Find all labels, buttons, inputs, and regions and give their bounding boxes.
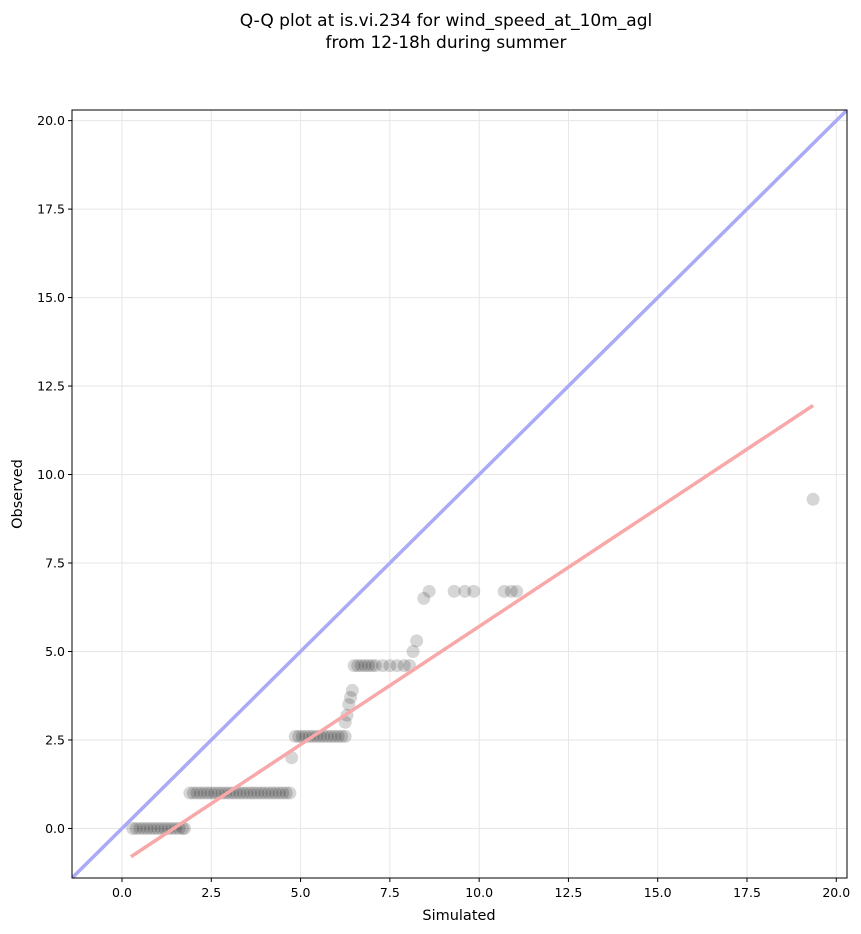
data-point bbox=[347, 659, 361, 673]
x-tick-label: 2.5 bbox=[201, 885, 221, 900]
data-point bbox=[410, 634, 424, 648]
data-point bbox=[197, 786, 211, 800]
y-tick-label: 2.5 bbox=[45, 732, 65, 747]
data-point bbox=[345, 683, 359, 697]
identity-line bbox=[72, 110, 847, 878]
y-tick-label: 10.0 bbox=[37, 467, 65, 482]
data-point bbox=[383, 659, 397, 673]
data-point bbox=[244, 786, 258, 800]
data-point bbox=[376, 659, 390, 673]
data-point bbox=[344, 691, 358, 705]
x-axis-label: Simulated bbox=[422, 908, 495, 924]
data-point bbox=[510, 584, 524, 598]
data-point bbox=[397, 659, 411, 673]
data-point bbox=[251, 786, 265, 800]
data-point bbox=[236, 786, 250, 800]
data-point bbox=[331, 729, 345, 743]
data-point bbox=[417, 591, 431, 605]
data-point bbox=[292, 729, 306, 743]
data-point bbox=[504, 584, 518, 598]
data-point bbox=[261, 786, 275, 800]
data-point bbox=[147, 821, 161, 835]
data-point bbox=[358, 659, 372, 673]
data-point bbox=[204, 786, 218, 800]
data-point bbox=[458, 584, 472, 598]
data-point bbox=[806, 492, 820, 506]
data-point bbox=[258, 786, 272, 800]
data-point bbox=[320, 729, 334, 743]
data-point bbox=[288, 729, 302, 743]
data-point bbox=[272, 786, 286, 800]
data-point bbox=[406, 644, 420, 658]
data-point bbox=[497, 584, 511, 598]
data-point bbox=[390, 659, 404, 673]
data-point bbox=[328, 729, 341, 743]
chart-title-line-2: from 12-18h during summer bbox=[326, 33, 567, 53]
x-tick-label: 12.5 bbox=[555, 885, 583, 900]
y-tick-label: 12.5 bbox=[37, 379, 65, 394]
data-point bbox=[351, 659, 365, 673]
data-point bbox=[133, 821, 147, 835]
data-point bbox=[247, 786, 261, 800]
data-point bbox=[283, 786, 297, 800]
y-tick-label: 17.5 bbox=[37, 202, 65, 217]
y-tick-label: 15.0 bbox=[37, 290, 65, 305]
x-tick-label: 10.0 bbox=[465, 885, 493, 900]
data-point bbox=[354, 659, 368, 673]
data-point bbox=[254, 786, 268, 800]
data-point bbox=[467, 584, 481, 598]
data-point bbox=[342, 698, 356, 712]
data-point bbox=[186, 786, 200, 800]
data-point bbox=[194, 786, 208, 800]
data-point bbox=[144, 821, 158, 835]
y-tick-label: 7.5 bbox=[45, 556, 65, 571]
ticks: 0.0 2.5 5.0 7.5 10.0 12.5 15.0 17.5 20.0 0.0 2.5 5.… bbox=[37, 113, 850, 900]
x-tick-label: 0.0 bbox=[112, 885, 132, 900]
data-point bbox=[151, 821, 165, 835]
x-tick-label: 7.5 bbox=[380, 885, 400, 900]
grid bbox=[72, 110, 847, 878]
data-point bbox=[240, 786, 254, 800]
data-point bbox=[369, 659, 383, 673]
data-point bbox=[361, 659, 375, 673]
data-point bbox=[365, 659, 379, 673]
chart-title-line-1: Q-Q plot at is.vi.234 for wind_speed_at_… bbox=[240, 11, 652, 31]
y-tick-label: 0.0 bbox=[45, 821, 65, 836]
plot-area bbox=[72, 110, 847, 878]
data-point bbox=[126, 821, 140, 835]
data-point bbox=[447, 584, 461, 598]
data-point bbox=[129, 821, 143, 835]
x-tick-label: 5.0 bbox=[291, 885, 311, 900]
data-point bbox=[269, 786, 283, 800]
data-point bbox=[154, 821, 168, 835]
data-point bbox=[201, 786, 215, 800]
y-tick-label: 5.0 bbox=[45, 644, 65, 659]
fit-line bbox=[129, 404, 815, 859]
data-point bbox=[324, 729, 338, 743]
data-point bbox=[265, 786, 279, 800]
data-point bbox=[183, 786, 197, 800]
x-tick-label: 17.5 bbox=[733, 885, 761, 900]
data-point bbox=[422, 584, 436, 598]
data-point bbox=[233, 786, 247, 800]
y-axis-label: Observed bbox=[10, 459, 26, 529]
data-point bbox=[338, 729, 352, 743]
data-point bbox=[140, 821, 154, 835]
data-point bbox=[335, 729, 349, 743]
data-point bbox=[279, 786, 293, 800]
data-point bbox=[190, 786, 204, 800]
x-tick-label: 15.0 bbox=[644, 885, 672, 900]
data-point bbox=[136, 821, 150, 835]
data-point bbox=[276, 786, 290, 800]
data-point bbox=[208, 786, 222, 800]
plot-frame bbox=[71, 109, 848, 879]
x-tick-label: 20.0 bbox=[822, 885, 850, 900]
y-tick-label: 20.0 bbox=[37, 113, 65, 128]
